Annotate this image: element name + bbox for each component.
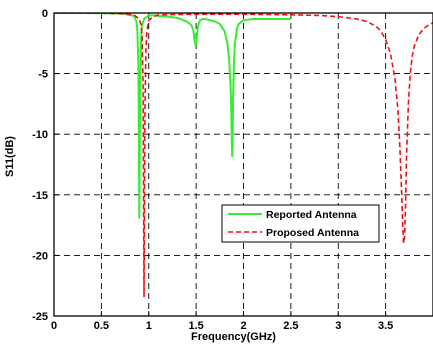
y-tick-label: -5 bbox=[38, 69, 48, 81]
x-tick-label: 1 bbox=[146, 320, 152, 332]
y-tick-label: -15 bbox=[32, 190, 48, 202]
legend: Reported Antenna Proposed Antenna bbox=[221, 204, 380, 243]
x-tick-label: 3.5 bbox=[378, 320, 393, 332]
x-tick-label: 0.5 bbox=[94, 320, 109, 332]
ticks: 0 0.5 1 1.5 2 2.5 3 3.5 0 -5 -10 -15 -20 -25 bbox=[32, 8, 393, 332]
y-tick-label: -25 bbox=[32, 311, 48, 323]
x-axis-label: Frequency(GHz) bbox=[191, 331, 276, 343]
legend-label-proposed: Proposed Antenna bbox=[266, 227, 359, 239]
grid bbox=[54, 13, 433, 316]
y-tick-label: -20 bbox=[32, 250, 48, 262]
series-layer bbox=[54, 13, 433, 298]
legend-label-reported: Reported Antenna bbox=[266, 209, 357, 221]
x-tick-label: 1.5 bbox=[188, 320, 203, 332]
series-line-proposed bbox=[54, 13, 433, 298]
legend-box bbox=[221, 204, 380, 243]
series-line-reported bbox=[54, 13, 291, 219]
x-tick-label: 2 bbox=[240, 320, 246, 332]
x-tick-label: 2.5 bbox=[283, 320, 298, 332]
y-tick-label: -10 bbox=[32, 129, 48, 141]
x-tick-label: 0 bbox=[51, 320, 57, 332]
y-axis-label: S11(dB) bbox=[4, 136, 16, 177]
x-tick-label: 3 bbox=[335, 320, 341, 332]
y-tick-label: 0 bbox=[42, 8, 48, 20]
